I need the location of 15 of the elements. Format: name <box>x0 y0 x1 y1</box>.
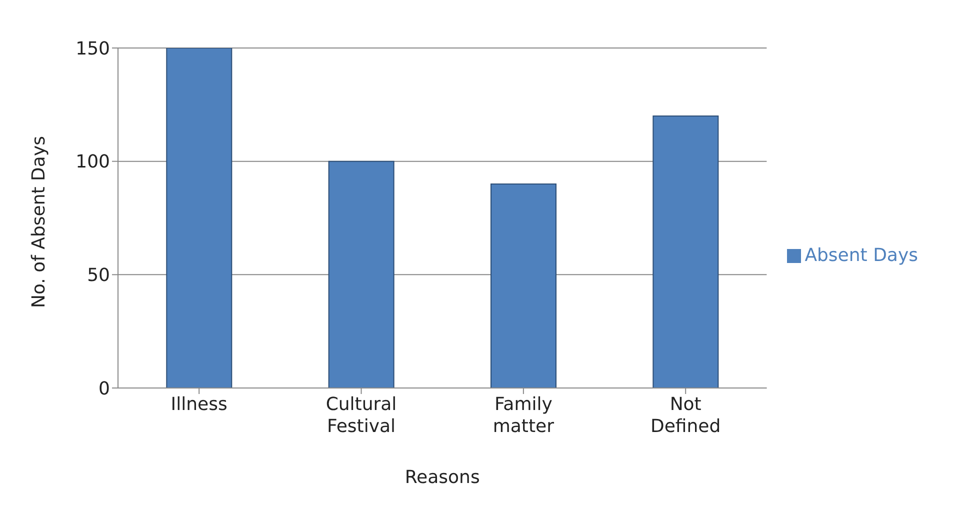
bar <box>166 48 232 388</box>
x-tick-label: Illness <box>170 394 228 415</box>
bar <box>652 116 719 388</box>
legend-label: Absent Days <box>804 245 918 266</box>
y-tick-label: 0 <box>98 378 110 400</box>
y-tick-label: 50 <box>87 265 110 286</box>
x-axis-title: Reasons <box>404 467 480 488</box>
y-axis-title: No. of Absent Days <box>28 136 50 308</box>
x-tick-label: Not Defined <box>650 394 721 437</box>
x-tick-label: Cultural Festival <box>326 394 397 437</box>
x-tick-label: Family matter <box>492 394 555 437</box>
bar <box>328 160 394 388</box>
y-tick-label: 100 <box>76 152 110 173</box>
bar <box>490 184 556 388</box>
y-tick-label: 150 <box>76 38 110 60</box>
